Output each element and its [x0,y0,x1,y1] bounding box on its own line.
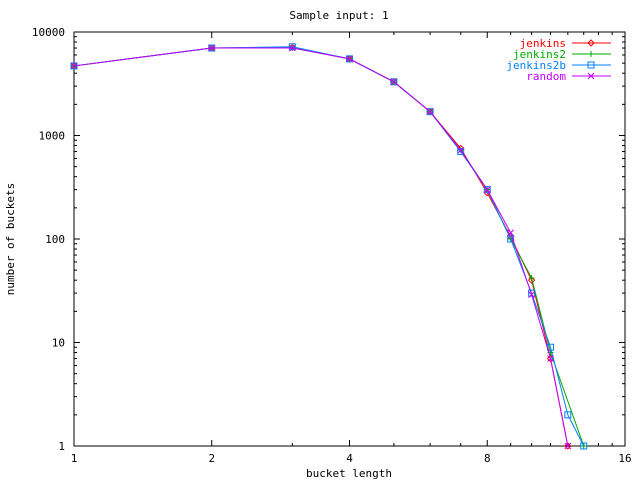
data-point [588,51,594,57]
legend-item: jenkins [520,37,611,50]
y-axis-label: number of buckets [4,183,17,296]
series-line [73,46,585,447]
data-point [527,276,536,284]
data-point [564,442,572,450]
x-tick-label: 8 [484,452,491,465]
data-point [580,442,588,450]
data-point [547,355,554,362]
legend-item: jenkins2b [506,59,611,72]
data-point [346,55,353,63]
data-point [528,291,535,298]
series-line [73,46,569,447]
plot-frame [73,31,626,447]
y-tick-label: 100 [45,233,65,246]
data-point [426,108,434,116]
legend-label: random [526,70,566,83]
data-point [390,78,398,86]
data-point [528,274,535,281]
data-point [390,78,398,86]
data-point [564,411,572,419]
legend-label: jenkins2 [513,48,566,61]
x-tick-label: 4 [346,452,353,465]
data-point [483,186,491,194]
x-tick-label: 16 [618,452,631,465]
data-point [288,44,296,52]
y-tick-label: 10000 [32,26,65,39]
data-point [507,229,515,237]
x-axis-label: bucket length [306,467,392,480]
x-tick-label: 2 [208,452,215,465]
data-point [587,61,595,69]
data-point [457,148,465,156]
data-point [426,108,434,116]
x-tick-label: 1 [71,452,78,465]
y-tick-label: 1000 [39,130,66,143]
data-point [457,146,465,154]
series-line [73,46,585,447]
series-jenkins2 [71,44,587,449]
data-point [346,55,353,63]
series-jenkins [70,43,572,450]
series-jenkins2b [70,43,588,450]
data-point [580,443,587,449]
y-tick-label: 1 [58,440,65,453]
legend-label: jenkins [520,37,566,50]
data-point [70,62,78,70]
chart-title: Sample input: 1 [289,9,388,22]
legend-item: random [526,70,611,83]
data-point [507,235,515,243]
data-point [564,442,572,450]
series-line [73,47,569,447]
series-random [70,44,572,450]
data-point [587,72,595,80]
legend-item: jenkins2 [513,48,611,61]
data-point [483,186,491,193]
legend-label: jenkins2b [506,59,566,72]
data-point [288,43,296,51]
y-tick-label: 10 [52,337,65,350]
data-point [208,44,216,52]
data-point [587,39,595,47]
